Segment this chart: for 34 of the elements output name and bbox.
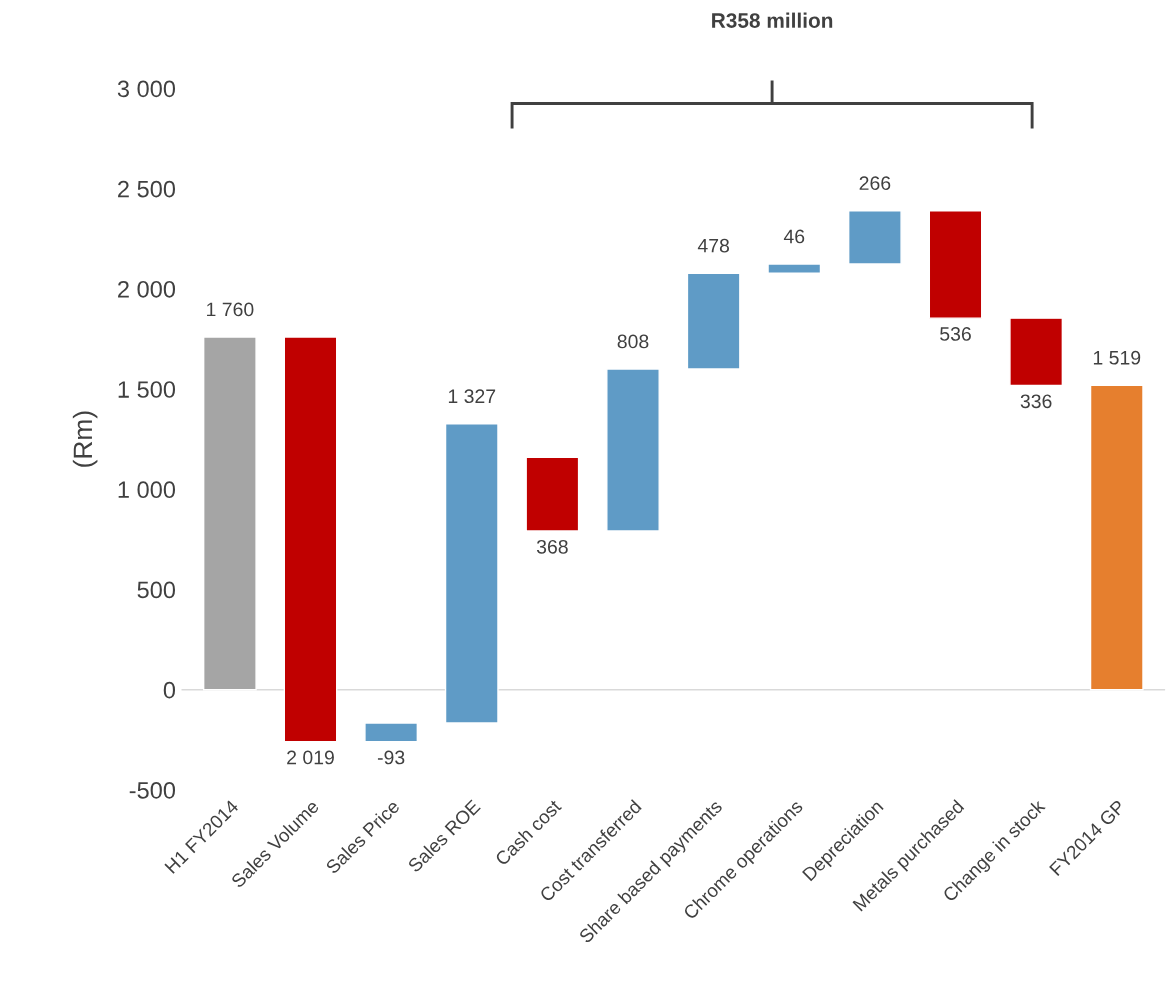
bar — [364, 722, 419, 743]
data-label: 1 519 — [1093, 350, 1141, 365]
data-label: 536 — [940, 327, 971, 341]
y-tick-label: -500 — [129, 782, 176, 799]
bar — [847, 210, 902, 265]
data-label: 266 — [859, 176, 891, 191]
y-tick-label: 0 — [163, 681, 176, 699]
bar — [928, 210, 983, 319]
y-axis-title: (Rm) — [72, 411, 98, 467]
bar — [202, 336, 257, 691]
data-label: -93 — [377, 750, 405, 765]
bar — [606, 368, 660, 532]
bar — [444, 423, 499, 724]
y-tick-label: 500 — [137, 581, 176, 599]
y-tick-label: 1 000 — [118, 481, 176, 499]
data-label: 2 019 — [287, 750, 334, 765]
y-tick-label: 2 000 — [118, 280, 176, 298]
bar — [686, 272, 741, 370]
data-label: 46 — [783, 229, 805, 244]
y-tick-label: 3 000 — [117, 80, 176, 98]
bar — [767, 263, 822, 274]
bar — [525, 456, 580, 532]
data-label: 1 760 — [207, 302, 254, 317]
data-label: 336 — [1020, 394, 1052, 409]
data-label: 1 327 — [448, 389, 496, 404]
data-label: 478 — [697, 238, 730, 253]
y-tick-label: 1 500 — [118, 381, 176, 398]
bar — [1009, 317, 1064, 387]
text: R358 million — [712, 12, 833, 28]
bar — [1089, 384, 1144, 691]
bar — [283, 336, 338, 743]
y-tick-label: 2 500 — [118, 180, 176, 198]
data-label: 808 — [617, 334, 649, 349]
data-label: 368 — [536, 539, 568, 554]
